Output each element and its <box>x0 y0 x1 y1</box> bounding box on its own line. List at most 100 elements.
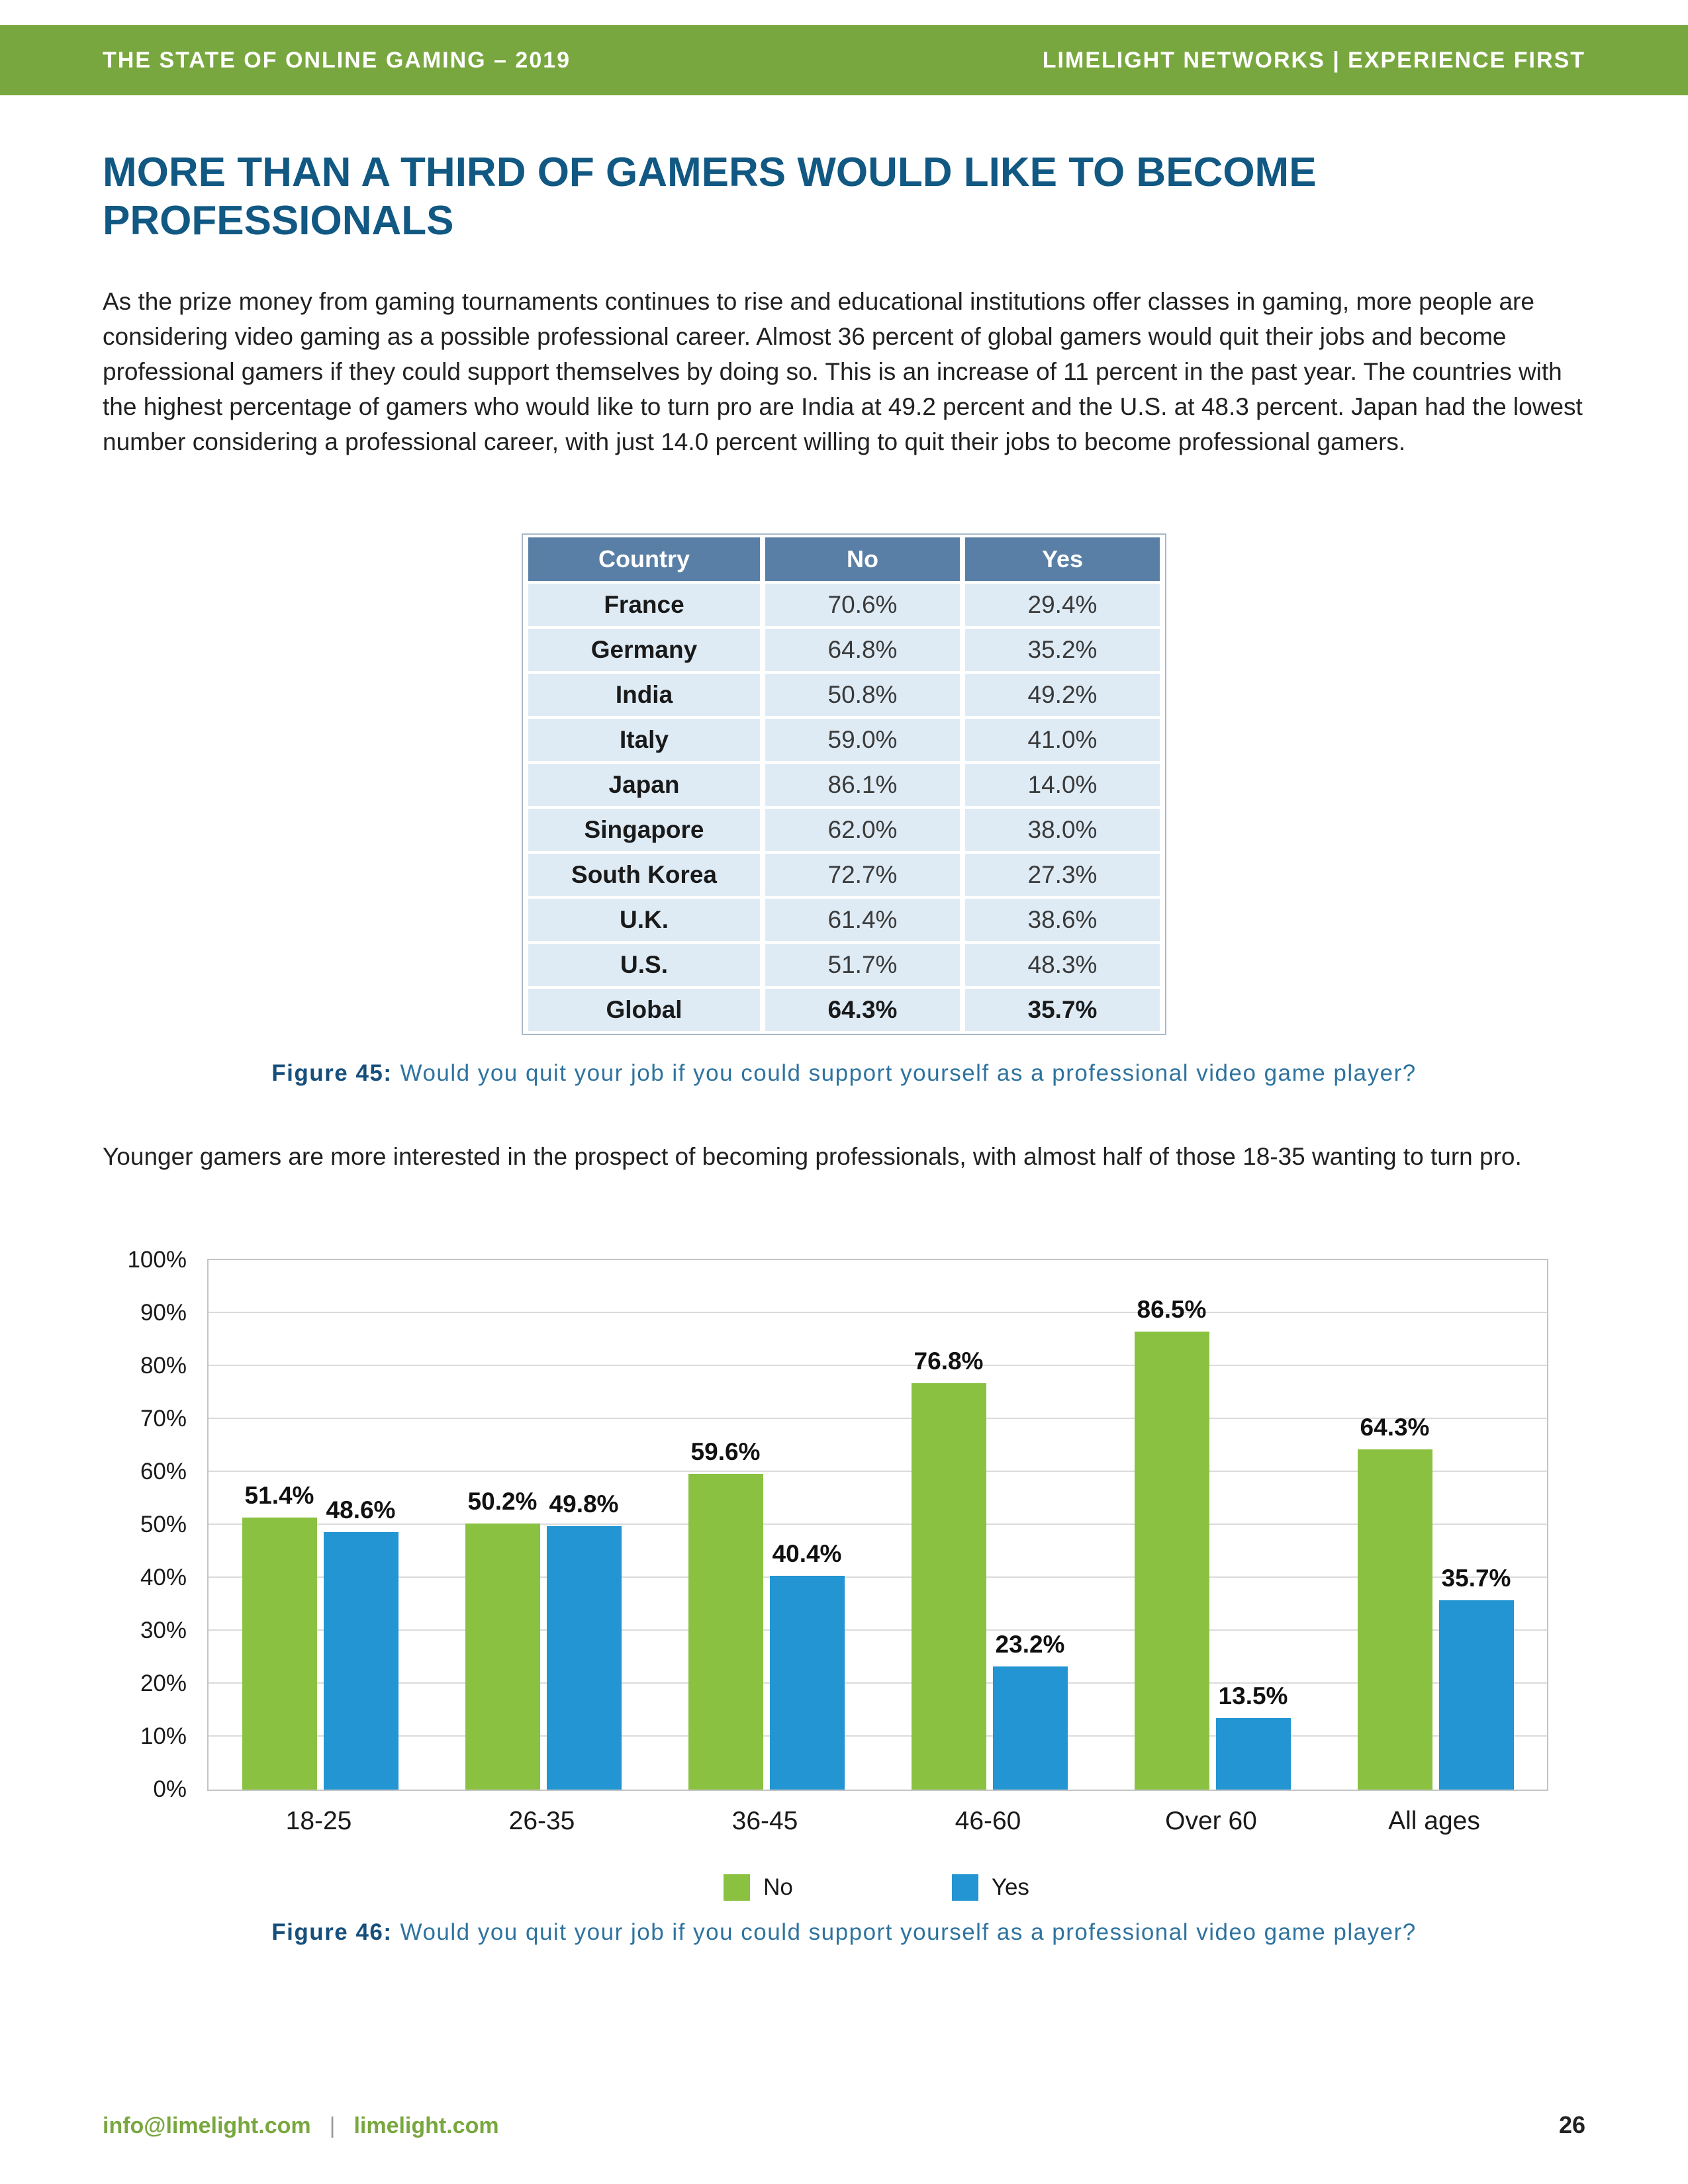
table-header-row: Country No Yes <box>528 537 1160 581</box>
bar-value-label: 48.6% <box>326 1496 396 1524</box>
country-cell: Germany <box>528 629 760 671</box>
figure-46-caption: Figure 46: Would you quit your job if you… <box>0 1919 1688 1946</box>
y-tick-label: 20% <box>140 1670 187 1696</box>
bar-value-label: 50.2% <box>467 1488 538 1516</box>
header-bar: THE STATE OF ONLINE GAMING – 2019 LIMELI… <box>0 25 1688 95</box>
yes-value-cell: 29.4% <box>965 584 1160 626</box>
header-right-text: LIMELIGHT NETWORKS | EXPERIENCE FIRST <box>1042 47 1585 73</box>
column-header: No <box>765 537 960 581</box>
bar-no-46-60: 76.8% <box>911 1347 986 1790</box>
bar-value-label: 35.7% <box>1441 1565 1511 1592</box>
yes-value-cell: 14.0% <box>965 764 1160 806</box>
results-table: Country No Yes France 70.6% 29.4% Germany 64.8… <box>522 533 1166 1035</box>
bar-group-26-35: 50.2% 49.8% <box>465 1260 622 1790</box>
table-row: U.K. 61.4% 38.6% <box>528 899 1160 941</box>
header-left-text: THE STATE OF ONLINE GAMING – 2019 <box>103 47 571 73</box>
bar-yes-46-60: 23.2% <box>992 1631 1068 1790</box>
gridline <box>209 1418 1547 1419</box>
table-row: Germany 64.8% 35.2% <box>528 629 1160 671</box>
bar-value-label: 59.6% <box>690 1438 761 1466</box>
country-cell: Global <box>528 989 760 1031</box>
legend-label: No <box>763 1874 793 1900</box>
figure-45-text: Would you quit your job if you could sup… <box>400 1060 1417 1086</box>
bar-value-label: 40.4% <box>772 1539 842 1567</box>
yes-value-cell: 41.0% <box>965 719 1160 761</box>
x-tick-label: All ages <box>1388 1807 1480 1835</box>
bar-value-label: 64.3% <box>1360 1413 1430 1441</box>
yes-value-cell: 48.3% <box>965 944 1160 986</box>
gridline <box>209 1629 1547 1631</box>
figure-46-label: Figure 46: <box>271 1919 393 1945</box>
gridline <box>209 1682 1547 1684</box>
gridline <box>209 1471 1547 1472</box>
no-value-cell: 64.3% <box>765 989 960 1031</box>
intro-paragraph: As the prize money from gaming tournamen… <box>103 288 1583 455</box>
y-tick-label: 0% <box>153 1776 187 1802</box>
legend-swatch-yes <box>951 1874 978 1901</box>
country-cell: Singapore <box>528 809 760 851</box>
column-header: Country <box>528 537 760 581</box>
no-value-cell: 51.7% <box>765 944 960 986</box>
y-tick-label: 50% <box>140 1512 187 1537</box>
legend-swatch-no <box>724 1874 751 1901</box>
bar-group-46-60: 76.8% 23.2% <box>911 1260 1068 1790</box>
bar-groups: 51.4% 48.6% 50.2% 49.8% 59.6% 40.4% 76.8% 23.2%… <box>209 1260 1547 1790</box>
table-row: Global 64.3% 35.7% <box>528 989 1160 1031</box>
yes-value-cell: 35.2% <box>965 629 1160 671</box>
bar-no-over-60: 86.5% <box>1134 1296 1209 1790</box>
no-value-cell: 72.7% <box>765 854 960 896</box>
page-number: 26 <box>1558 2111 1585 2138</box>
bar-group-over-60: 86.5% 13.5% <box>1134 1260 1291 1790</box>
gridline <box>209 1576 1547 1578</box>
bar-yes-18-25: 48.6% <box>323 1496 399 1790</box>
chart-legend: No Yes <box>207 1874 1546 1901</box>
no-value-cell: 61.4% <box>765 899 960 941</box>
gridline <box>209 1312 1547 1313</box>
no-value-cell: 86.1% <box>765 764 960 806</box>
y-tick-label: 10% <box>140 1723 187 1749</box>
bar-no-26-35: 50.2% <box>465 1488 540 1790</box>
bar-group-all-ages: 64.3% 35.7% <box>1357 1260 1514 1790</box>
second-paragraph: Younger gamers are more interested in th… <box>103 1143 1522 1170</box>
x-axis: 18-25 26-35 36-45 46-60 Over 60 All ages <box>207 1807 1546 1836</box>
figure-45-caption: Figure 45: Would you quit your job if you… <box>0 1060 1688 1087</box>
bar-no-18-25: 51.4% <box>242 1482 317 1790</box>
legend-item-yes: Yes <box>951 1874 1029 1901</box>
table-row: France 70.6% 29.4% <box>528 584 1160 626</box>
country-cell: Japan <box>528 764 760 806</box>
x-tick-label: 36-45 <box>731 1807 798 1835</box>
yes-value-cell: 38.0% <box>965 809 1160 851</box>
bar-value-label: 49.8% <box>549 1490 619 1518</box>
plot-area: 0% 10% 20% 30% 40% 50% 60% 70% 80% 90% 100% 51.4% 4… <box>127 1247 1548 1802</box>
bar-value-label: 51.4% <box>244 1481 314 1509</box>
no-value-cell: 64.8% <box>765 629 960 671</box>
bar-group-18-25: 51.4% 48.6% <box>242 1260 399 1790</box>
y-tick-label: 30% <box>140 1617 187 1643</box>
bar-no-all-ages: 64.3% <box>1357 1414 1432 1790</box>
bar-value-label: 76.8% <box>914 1347 984 1375</box>
table-row: Italy 59.0% 41.0% <box>528 719 1160 761</box>
x-tick-label: 18-25 <box>285 1807 352 1835</box>
table-row: South Korea 72.7% 27.3% <box>528 854 1160 896</box>
bar-value-label: 23.2% <box>995 1631 1065 1659</box>
gridline <box>209 1365 1547 1366</box>
y-tick-label: 60% <box>140 1459 187 1484</box>
footer-separator: | <box>329 2113 336 2138</box>
footer-email-link[interactable]: info@limelight.com <box>103 2113 311 2138</box>
y-tick-label: 100% <box>127 1247 187 1273</box>
gridline <box>209 1524 1547 1525</box>
page-title: MORE THAN A THIRD OF GAMERS WOULD LIKE T… <box>103 150 1317 244</box>
yes-value-cell: 27.3% <box>965 854 1160 896</box>
bar-chart: 0% 10% 20% 30% 40% 50% 60% 70% 80% 90% 100% 51.4% 4… <box>103 1247 1548 1901</box>
footer-website-link[interactable]: limelight.com <box>353 2113 499 2138</box>
no-value-cell: 50.8% <box>765 674 960 716</box>
y-tick-label: 70% <box>140 1406 187 1432</box>
bar-yes-all-ages: 35.7% <box>1438 1565 1514 1790</box>
table-row: India 50.8% 49.2% <box>528 674 1160 716</box>
no-value-cell: 59.0% <box>765 719 960 761</box>
y-tick-label: 90% <box>140 1300 187 1326</box>
country-cell: France <box>528 584 760 626</box>
footer: info@limelight.com | limelight.com 26 <box>103 2111 1585 2139</box>
table-row: Japan 86.1% 14.0% <box>528 764 1160 806</box>
